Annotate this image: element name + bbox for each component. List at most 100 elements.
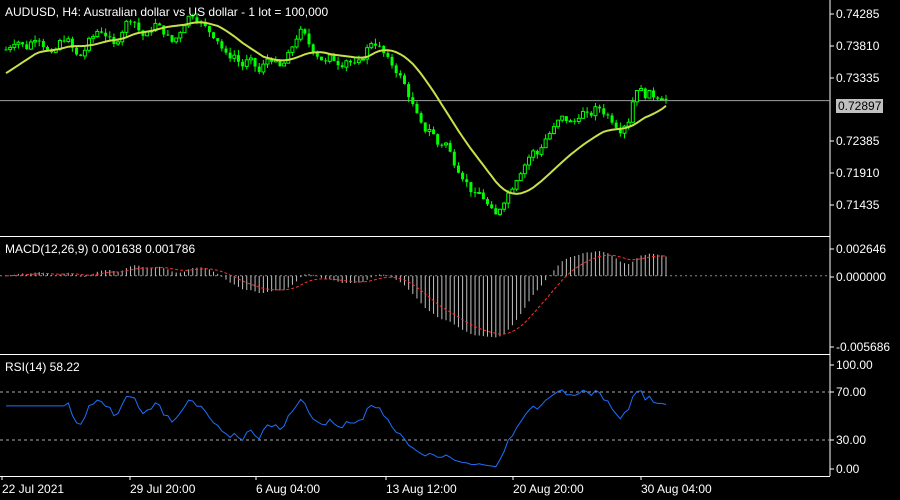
candle-bear	[440, 144, 444, 146]
macd-tick: 0.002646	[836, 242, 887, 256]
candle-bull	[91, 36, 96, 39]
candle-bear	[473, 192, 477, 194]
candle-bear	[652, 90, 656, 98]
candle-bull	[120, 31, 125, 43]
candle-bull	[344, 60, 349, 68]
candle-bear	[436, 134, 440, 145]
candle-bear	[461, 172, 465, 180]
candle-bull	[365, 47, 370, 60]
candle-bear	[50, 50, 54, 53]
candle-bull	[327, 54, 332, 62]
candle-bear	[166, 34, 170, 36]
candle-bear	[99, 31, 103, 33]
candle-bull	[639, 88, 644, 92]
candle-bull	[124, 20, 129, 33]
candle-bear	[133, 21, 137, 23]
candle-bear	[589, 112, 593, 116]
candle-bull	[95, 30, 100, 38]
candle-bear	[207, 25, 211, 33]
candle-bear	[4, 49, 8, 51]
current-price-badge: 0.72897	[836, 99, 884, 113]
candle-bear	[336, 61, 340, 66]
candle-bear	[278, 59, 282, 66]
candle-bear	[610, 115, 614, 123]
candle-bear	[664, 98, 668, 100]
panel-frames	[0, 0, 834, 480]
time-tick: 6 Aug 04:00	[256, 482, 321, 496]
candle-bull	[593, 106, 598, 117]
candle-bull	[82, 49, 87, 57]
candle-bear	[419, 113, 423, 123]
candle-bear	[324, 60, 328, 62]
rsi-label: RSI(14) 58.22	[5, 360, 80, 374]
price-panel[interactable]	[0, 13, 830, 217]
macd-panel[interactable]	[0, 251, 830, 338]
candle-bull	[298, 28, 303, 40]
candle-bull	[16, 41, 21, 45]
price-tick: 0.72385	[836, 134, 880, 148]
candle-bear	[494, 208, 498, 215]
candle-bull	[531, 150, 536, 158]
candle-bear	[415, 103, 419, 114]
candle-bear	[315, 52, 319, 57]
rsi-tick: 30.00	[836, 433, 867, 447]
candle-bear	[303, 29, 307, 34]
candle-bull	[248, 57, 253, 61]
time-tick: 20 Aug 20:00	[513, 482, 584, 496]
candle-bear	[228, 52, 232, 59]
candle-bear	[643, 88, 647, 99]
candle-bear	[469, 182, 473, 193]
candle-bear	[598, 106, 602, 109]
candle-bear	[490, 204, 494, 209]
candle-bear	[158, 23, 162, 26]
candle-bear	[203, 21, 207, 26]
candle-bull	[514, 180, 519, 190]
candle-bear	[46, 46, 50, 51]
candle-bear	[332, 54, 336, 62]
time-tick: 29 Jul 20:00	[130, 482, 196, 496]
candle-bear	[70, 38, 74, 48]
candle-bull	[497, 208, 502, 215]
candle-bear	[162, 25, 166, 35]
candle-bear	[191, 16, 195, 18]
candle-bull	[527, 156, 532, 166]
candle-bull	[360, 58, 365, 61]
candle-bull	[12, 43, 17, 48]
candle-bear	[257, 66, 261, 72]
candle-bear	[307, 33, 311, 45]
candle-bull	[244, 59, 249, 67]
rsi-tick: 70.00	[836, 385, 867, 399]
candle-bull	[282, 62, 287, 67]
candle-bull	[290, 46, 295, 53]
candle-bear	[465, 179, 469, 183]
candle-bear	[216, 38, 220, 42]
time-tick: 22 Jul 2021	[2, 482, 65, 496]
candle-bull	[556, 119, 561, 128]
candle-bear	[62, 40, 66, 42]
candle-bear	[270, 59, 274, 62]
candle-bull	[568, 120, 573, 123]
candle-bear	[220, 41, 224, 49]
candle-bear	[402, 75, 406, 85]
candle-bull	[33, 40, 38, 43]
candle-bear	[195, 17, 199, 22]
rsi-tick: 0.00	[836, 462, 860, 476]
price-tick: 0.71435	[836, 198, 880, 212]
candle-bull	[186, 15, 191, 27]
candle-bull	[286, 51, 291, 64]
candle-bull	[547, 132, 552, 140]
candle-bear	[535, 150, 539, 155]
candle-bear	[319, 56, 323, 61]
candle-bull	[261, 63, 266, 73]
rsi-panel[interactable]	[0, 389, 830, 468]
candle-bear	[104, 32, 108, 37]
candle-bear	[241, 61, 245, 67]
candle-bear	[486, 199, 490, 205]
candle-bear	[21, 42, 25, 45]
candle-bear	[373, 43, 377, 46]
candle-bear	[253, 58, 257, 67]
candle-bull	[518, 173, 523, 182]
candle-bear	[311, 44, 315, 53]
candle-bull	[551, 126, 556, 134]
